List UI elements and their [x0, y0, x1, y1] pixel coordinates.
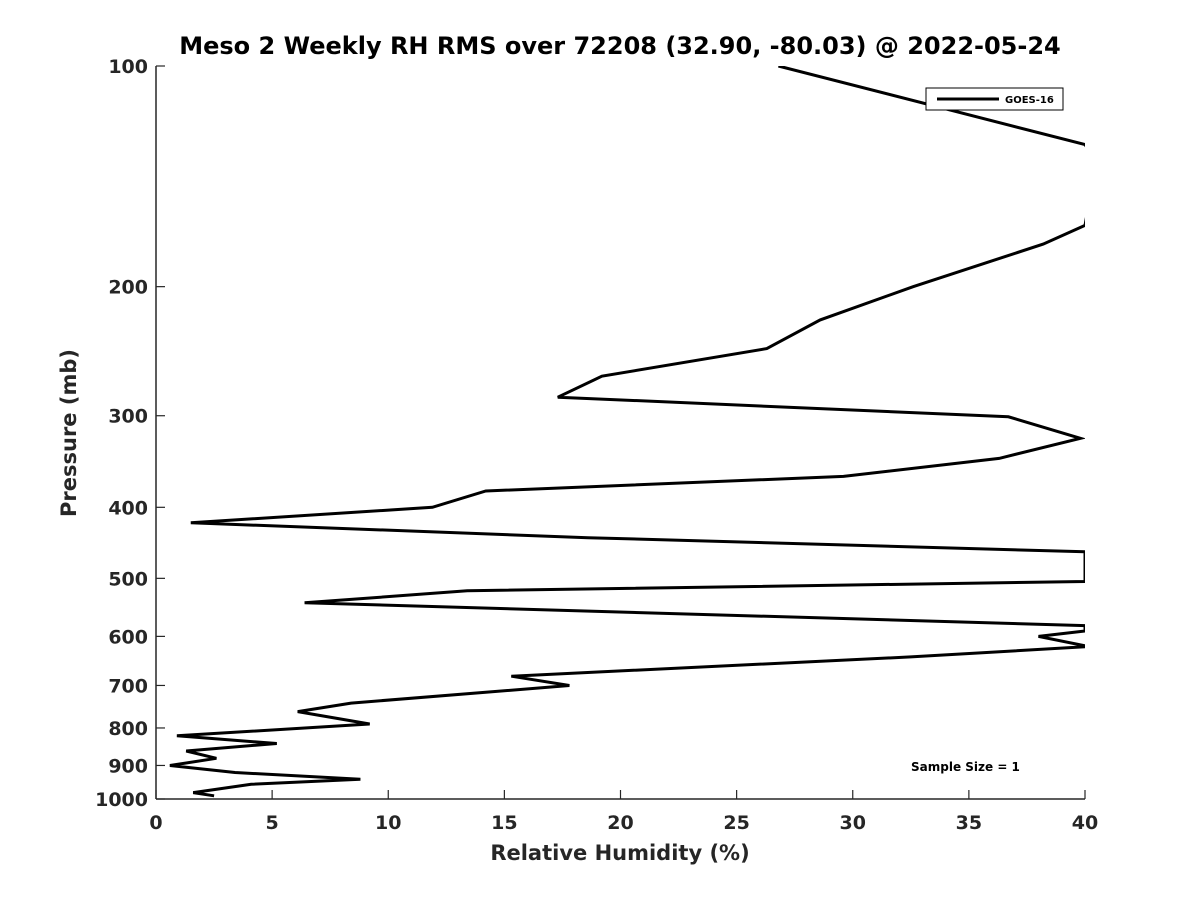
- sample-size-annotation: Sample Size = 1: [911, 760, 1020, 774]
- y-axis-ticks: 100 200 300 400 500 600 700 800 900 1000: [95, 56, 165, 811]
- y-tick-label: 400: [108, 497, 148, 519]
- x-tick-label: 10: [375, 812, 401, 834]
- x-tick-label: 15: [491, 812, 517, 834]
- x-tick-label: 0: [149, 812, 162, 834]
- x-tick-label: 20: [607, 812, 633, 834]
- x-tick-label: 30: [840, 812, 866, 834]
- x-tick-label: 35: [956, 812, 982, 834]
- x-axis-label: Relative Humidity (%): [490, 841, 749, 865]
- y-tick-label: 500: [108, 568, 148, 590]
- y-tick-label: 600: [108, 626, 148, 648]
- x-tick-label: 5: [266, 812, 279, 834]
- series-layer: [169, 66, 1085, 798]
- y-tick-label: 900: [108, 755, 148, 777]
- y-tick-label: 100: [108, 56, 148, 78]
- legend: GOES-16: [925, 87, 1064, 111]
- y-tick-label: 700: [108, 675, 148, 697]
- x-axis-ticks: 0 5 10 15 20 25 30 35 40: [149, 790, 1098, 834]
- y-tick-label: 800: [108, 718, 148, 740]
- chart-title: Meso 2 Weekly RH RMS over 72208 (32.90, …: [179, 32, 1061, 60]
- y-tick-label: 300: [108, 406, 148, 428]
- legend-entry-label: GOES-16: [1005, 95, 1054, 106]
- x-tick-label: 25: [723, 812, 749, 834]
- y-axis-label: Pressure (mb): [57, 349, 81, 517]
- y-tick-label: 200: [108, 277, 148, 299]
- x-tick-label: 40: [1072, 812, 1098, 834]
- y-tick-label: 1000: [95, 789, 148, 811]
- series-line-goes-16: [169, 66, 1085, 798]
